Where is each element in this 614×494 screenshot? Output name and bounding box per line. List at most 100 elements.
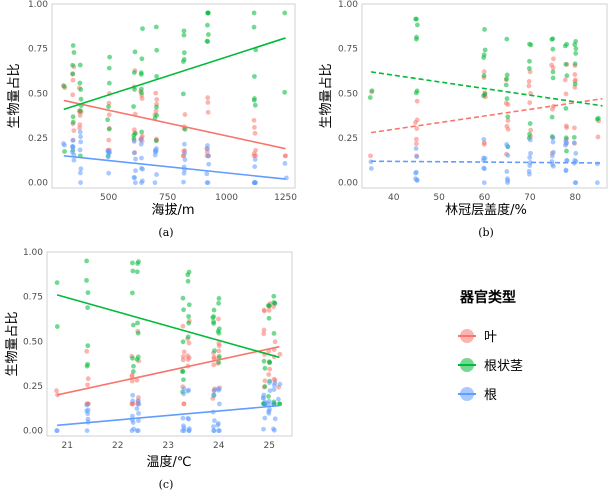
point-rhizome: [131, 104, 136, 109]
point-rhizome: [135, 320, 140, 326]
point-rhizome: [414, 22, 420, 28]
point-root: [138, 141, 144, 147]
point-root: [70, 138, 76, 143]
point-rhizome: [135, 330, 141, 336]
point-rhizome: [595, 115, 601, 121]
point-leaf: [550, 106, 555, 112]
point-root: [272, 416, 278, 422]
y-tick-label: 0.00: [23, 427, 43, 437]
point-leaf: [572, 72, 578, 77]
point-rhizome: [573, 46, 579, 52]
point-root: [140, 178, 145, 184]
point-root: [252, 180, 257, 186]
point-leaf: [205, 95, 211, 101]
panel-a-x-ticks: 500 750 1000 1250: [100, 193, 297, 203]
point-root: [527, 160, 533, 165]
point-leaf: [414, 126, 420, 131]
y-tick-label: 0.00: [338, 179, 358, 189]
point-rhizome: [106, 126, 112, 132]
point-root: [78, 134, 83, 140]
point-rhizome: [129, 290, 135, 296]
point-root: [186, 416, 192, 422]
trend-line-root: [57, 404, 280, 427]
panel-c-points: [54, 258, 283, 434]
point-rhizome: [266, 315, 272, 321]
point-leaf: [527, 100, 533, 106]
point-leaf: [563, 91, 569, 97]
point-leaf: [551, 56, 556, 62]
point-leaf: [129, 378, 135, 384]
point-rhizome: [527, 121, 533, 126]
point-root: [205, 146, 210, 152]
x-tick-label: 1000: [215, 193, 238, 203]
point-root: [139, 165, 144, 171]
point-root: [84, 402, 90, 408]
panel-a-x-axis-label: 海拔/m: [151, 203, 194, 218]
point-root: [77, 170, 83, 176]
point-leaf: [85, 382, 90, 388]
point-root: [252, 164, 258, 170]
point-root: [505, 180, 510, 185]
y-tick-label: 0.50: [23, 337, 43, 347]
panel-c-y-ticks: 0.00 0.25 0.50 0.75 1.00: [23, 248, 43, 437]
point-rhizome: [216, 360, 222, 365]
point-leaf: [71, 128, 77, 133]
point-root: [85, 416, 91, 422]
point-root: [261, 426, 266, 432]
x-tick-label: 25: [264, 441, 275, 451]
point-rhizome: [106, 80, 112, 86]
point-rhizome: [527, 58, 532, 64]
point-root: [413, 146, 419, 151]
point-leaf: [253, 147, 259, 153]
y-tick-label: 0.50: [338, 89, 358, 99]
point-root: [504, 169, 510, 174]
point-root: [252, 156, 258, 162]
point-rhizome: [549, 114, 555, 120]
point-leaf: [106, 137, 112, 143]
point-leaf: [70, 92, 76, 98]
point-root: [262, 415, 268, 421]
point-rhizome: [550, 69, 556, 75]
point-root: [71, 157, 77, 163]
point-root: [134, 406, 140, 411]
point-rhizome: [130, 355, 135, 361]
point-root: [413, 176, 418, 182]
point-root: [527, 155, 533, 160]
point-leaf: [134, 377, 140, 383]
point-root: [212, 418, 217, 424]
point-rhizome: [216, 300, 222, 306]
panel-a-y-ticks: 0.00 0.25 0.50 0.75 1.00: [28, 0, 48, 189]
y-tick-label: 0.50: [28, 89, 48, 99]
point-root: [186, 428, 192, 434]
panel-a-label: (a): [158, 226, 173, 239]
point-leaf: [572, 125, 577, 131]
point-leaf: [481, 69, 487, 75]
point-rhizome: [482, 27, 487, 32]
point-leaf: [106, 112, 112, 118]
point-rhizome: [70, 114, 76, 120]
panel-c-x-ticks: 21 22 23 24 25: [61, 441, 275, 451]
point-rhizome: [154, 104, 159, 110]
point-root: [131, 138, 137, 144]
point-rhizome: [131, 363, 136, 369]
legend-label-rhizome: 根状茎: [484, 359, 523, 374]
point-root: [131, 150, 137, 156]
point-root: [136, 410, 141, 416]
point-root: [180, 428, 185, 434]
point-rhizome: [481, 55, 487, 60]
point-rhizome: [282, 89, 288, 95]
point-root: [211, 424, 216, 430]
point-root: [368, 166, 374, 171]
point-root: [78, 139, 84, 145]
point-root: [267, 407, 272, 412]
point-root: [180, 415, 186, 421]
panel-c-y-axis-label: 生物量占比: [5, 311, 20, 376]
point-leaf: [267, 366, 273, 372]
point-rhizome: [70, 119, 76, 125]
point-rhizome: [210, 315, 216, 320]
point-rhizome: [70, 43, 76, 48]
y-tick-label: 0.75: [28, 45, 48, 55]
point-root: [135, 428, 141, 434]
point-root: [139, 155, 144, 161]
y-tick-label: 1.00: [28, 0, 48, 10]
